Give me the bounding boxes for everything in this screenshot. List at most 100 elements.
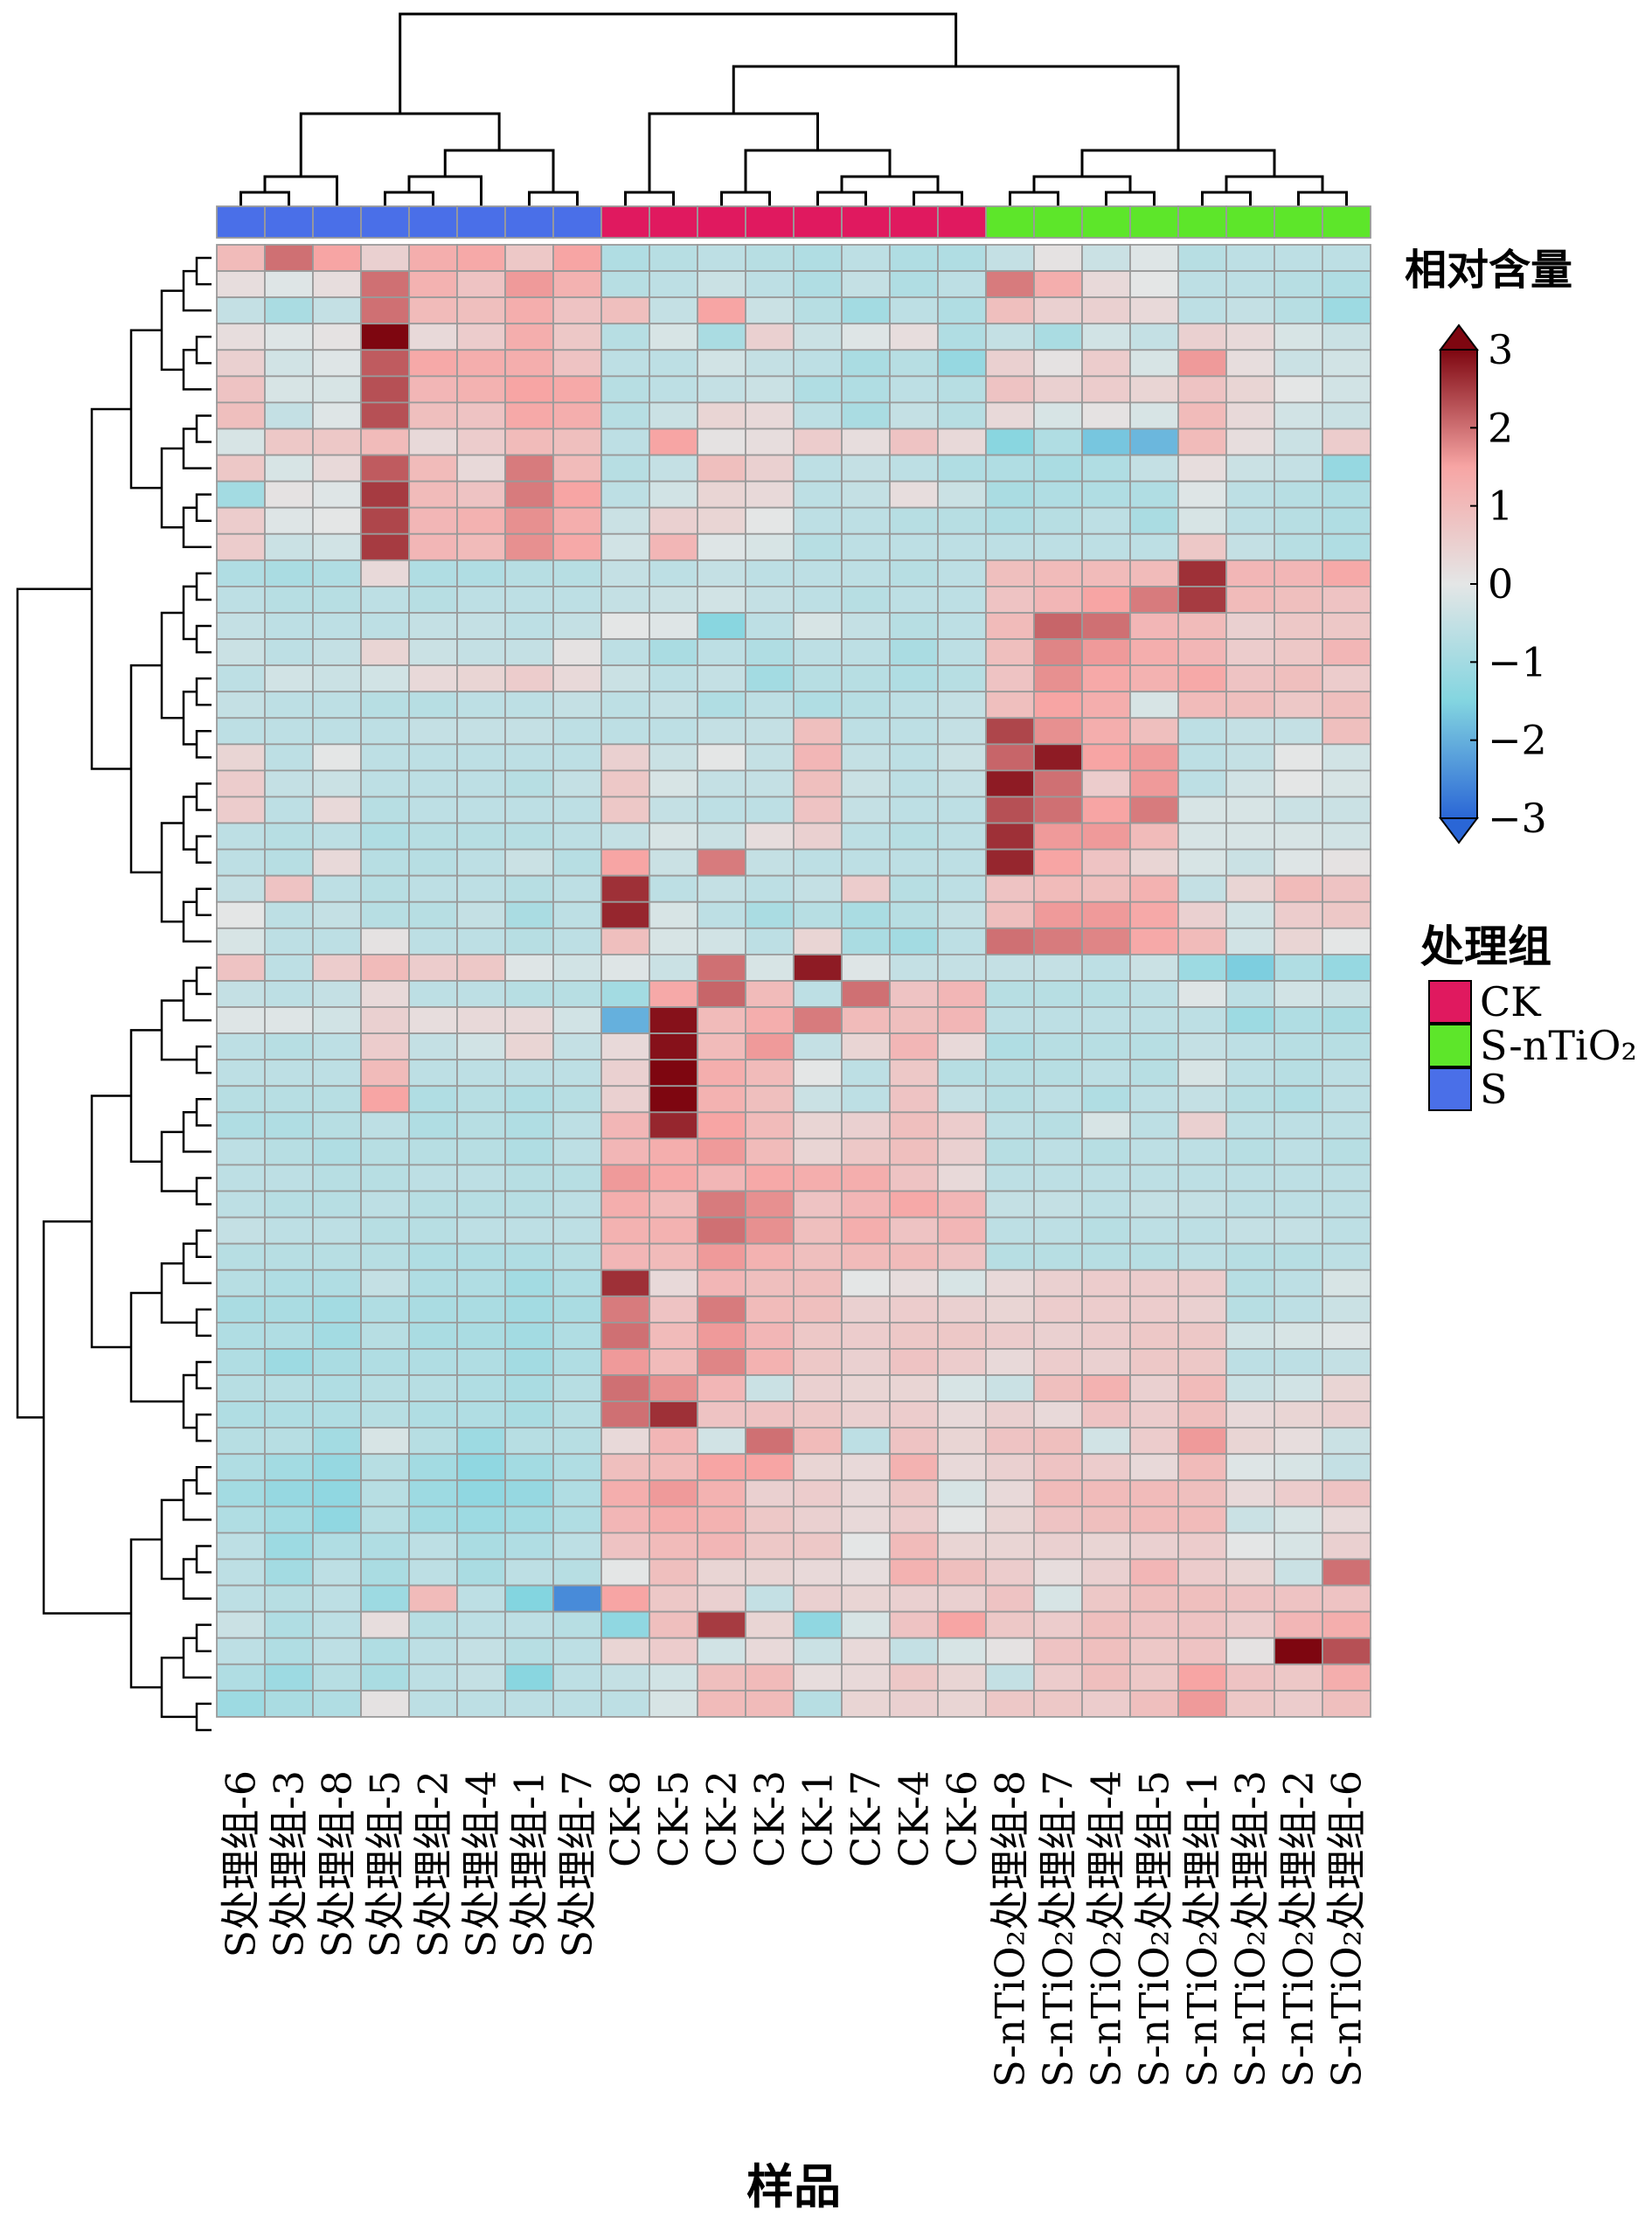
heatmap-cell [1274, 822, 1323, 851]
dendrogram-link [160, 447, 184, 529]
heatmap-cell [408, 1505, 458, 1534]
heatmap-cell [408, 244, 458, 272]
heatmap-cell [841, 427, 891, 456]
heatmap-cell [1177, 1242, 1227, 1271]
heatmap-cell [504, 1348, 554, 1376]
heatmap-cell [937, 1059, 987, 1088]
heatmap-cell [1225, 1453, 1275, 1482]
heatmap-cell [408, 848, 458, 877]
heatmap-cell [697, 953, 746, 982]
heatmap-cell [1081, 1400, 1131, 1429]
heatmap-cell [360, 796, 410, 824]
heatmap-cell [600, 1190, 650, 1219]
heatmap-cell [1033, 743, 1083, 772]
group-annotation-cell [216, 205, 266, 239]
heatmap-cell [1322, 323, 1371, 351]
heatmap-cell [649, 1374, 698, 1402]
heatmap-cell [745, 717, 795, 746]
heatmap-cell [745, 927, 795, 956]
dendrogram-link [1201, 191, 1252, 206]
heatmap-cell [600, 1558, 650, 1587]
heatmap-cell [1129, 822, 1179, 851]
heatmap-cell [552, 506, 602, 535]
heatmap-cell [552, 1400, 602, 1429]
heatmap-cell [360, 874, 410, 903]
heatmap-cell [697, 270, 746, 299]
heatmap-cell [264, 1532, 314, 1560]
heatmap-cell [697, 401, 746, 430]
heatmap-cell [1129, 691, 1179, 719]
group-annotation-cell [1033, 205, 1083, 239]
heatmap-cell [312, 1427, 362, 1456]
heatmap-cell [600, 1085, 650, 1114]
heatmap-cell [1225, 796, 1275, 824]
heatmap-cell [1274, 900, 1323, 929]
heatmap-cell [504, 296, 554, 325]
heatmap-cell [1033, 480, 1083, 509]
heatmap-cell [552, 1190, 602, 1219]
heatmap-cell [985, 1268, 1035, 1297]
heatmap-cell [697, 1111, 746, 1140]
heatmap-cell [456, 900, 506, 929]
heatmap-cell [1129, 1348, 1179, 1376]
colorbar-bottom-arrow [1439, 817, 1479, 844]
heatmap-cell [1129, 427, 1179, 456]
heatmap-cell [360, 506, 410, 535]
heatmap-cell [600, 1295, 650, 1324]
heatmap-cell [456, 691, 506, 719]
heatmap-cell [1177, 427, 1227, 456]
heatmap-cell [1322, 1505, 1371, 1534]
heatmap-cell [552, 1216, 602, 1245]
dendrogram-link [195, 572, 212, 601]
heatmap-cell [264, 1216, 314, 1245]
heatmap-cell [985, 1610, 1035, 1639]
heatmap-cell [1177, 1610, 1227, 1639]
heatmap-cell [793, 506, 843, 535]
heatmap-cell [216, 323, 266, 351]
heatmap-cell [264, 796, 314, 824]
heatmap-cell [793, 927, 843, 956]
heatmap-cell [216, 1137, 266, 1166]
heatmap-cell [408, 1663, 458, 1692]
dendrogram-link [299, 112, 501, 177]
heatmap-cell [552, 532, 602, 561]
heatmap-cell [985, 953, 1035, 982]
heatmap-cell [745, 506, 795, 535]
column-label: CK-2 [698, 1770, 746, 1867]
heatmap-cell [889, 349, 939, 378]
group-annotation-cell [1322, 205, 1371, 239]
heatmap-cell [1081, 532, 1131, 561]
heatmap-cell [793, 401, 843, 430]
heatmap-cell [1129, 1663, 1179, 1692]
heatmap-cell [1177, 480, 1227, 509]
dendrogram-link [195, 414, 212, 443]
heatmap-cell [745, 1532, 795, 1560]
heatmap-cell [312, 1479, 362, 1508]
heatmap-cell [312, 927, 362, 956]
heatmap-cell [264, 270, 314, 299]
heatmap-cell [360, 1321, 410, 1350]
heatmap-cell [504, 1610, 554, 1639]
heatmap-cell [1225, 480, 1275, 509]
heatmap-cell [552, 874, 602, 903]
heatmap-cell [1225, 427, 1275, 456]
heatmap-cell [649, 769, 698, 798]
heatmap-cell [649, 1610, 698, 1639]
heatmap-cell [600, 980, 650, 1008]
heatmap-cell [1081, 953, 1131, 982]
heatmap-cell [937, 1689, 987, 1718]
column-label: S处理组-8 [314, 1770, 361, 1957]
heatmap-cell [1129, 1584, 1179, 1613]
heatmap-cell [649, 1348, 698, 1376]
heatmap-cell [889, 1268, 939, 1297]
heatmap-cell [456, 1137, 506, 1166]
heatmap-cell [889, 427, 939, 456]
heatmap-cell [1129, 1321, 1179, 1350]
dendrogram-link [744, 149, 892, 192]
heatmap-cell [600, 769, 650, 798]
heatmap-cell [1177, 1663, 1227, 1692]
heatmap-cell [1177, 323, 1227, 351]
heatmap-cell [1081, 375, 1131, 404]
heatmap-cell [793, 586, 843, 614]
heatmap-cell [793, 1059, 843, 1088]
